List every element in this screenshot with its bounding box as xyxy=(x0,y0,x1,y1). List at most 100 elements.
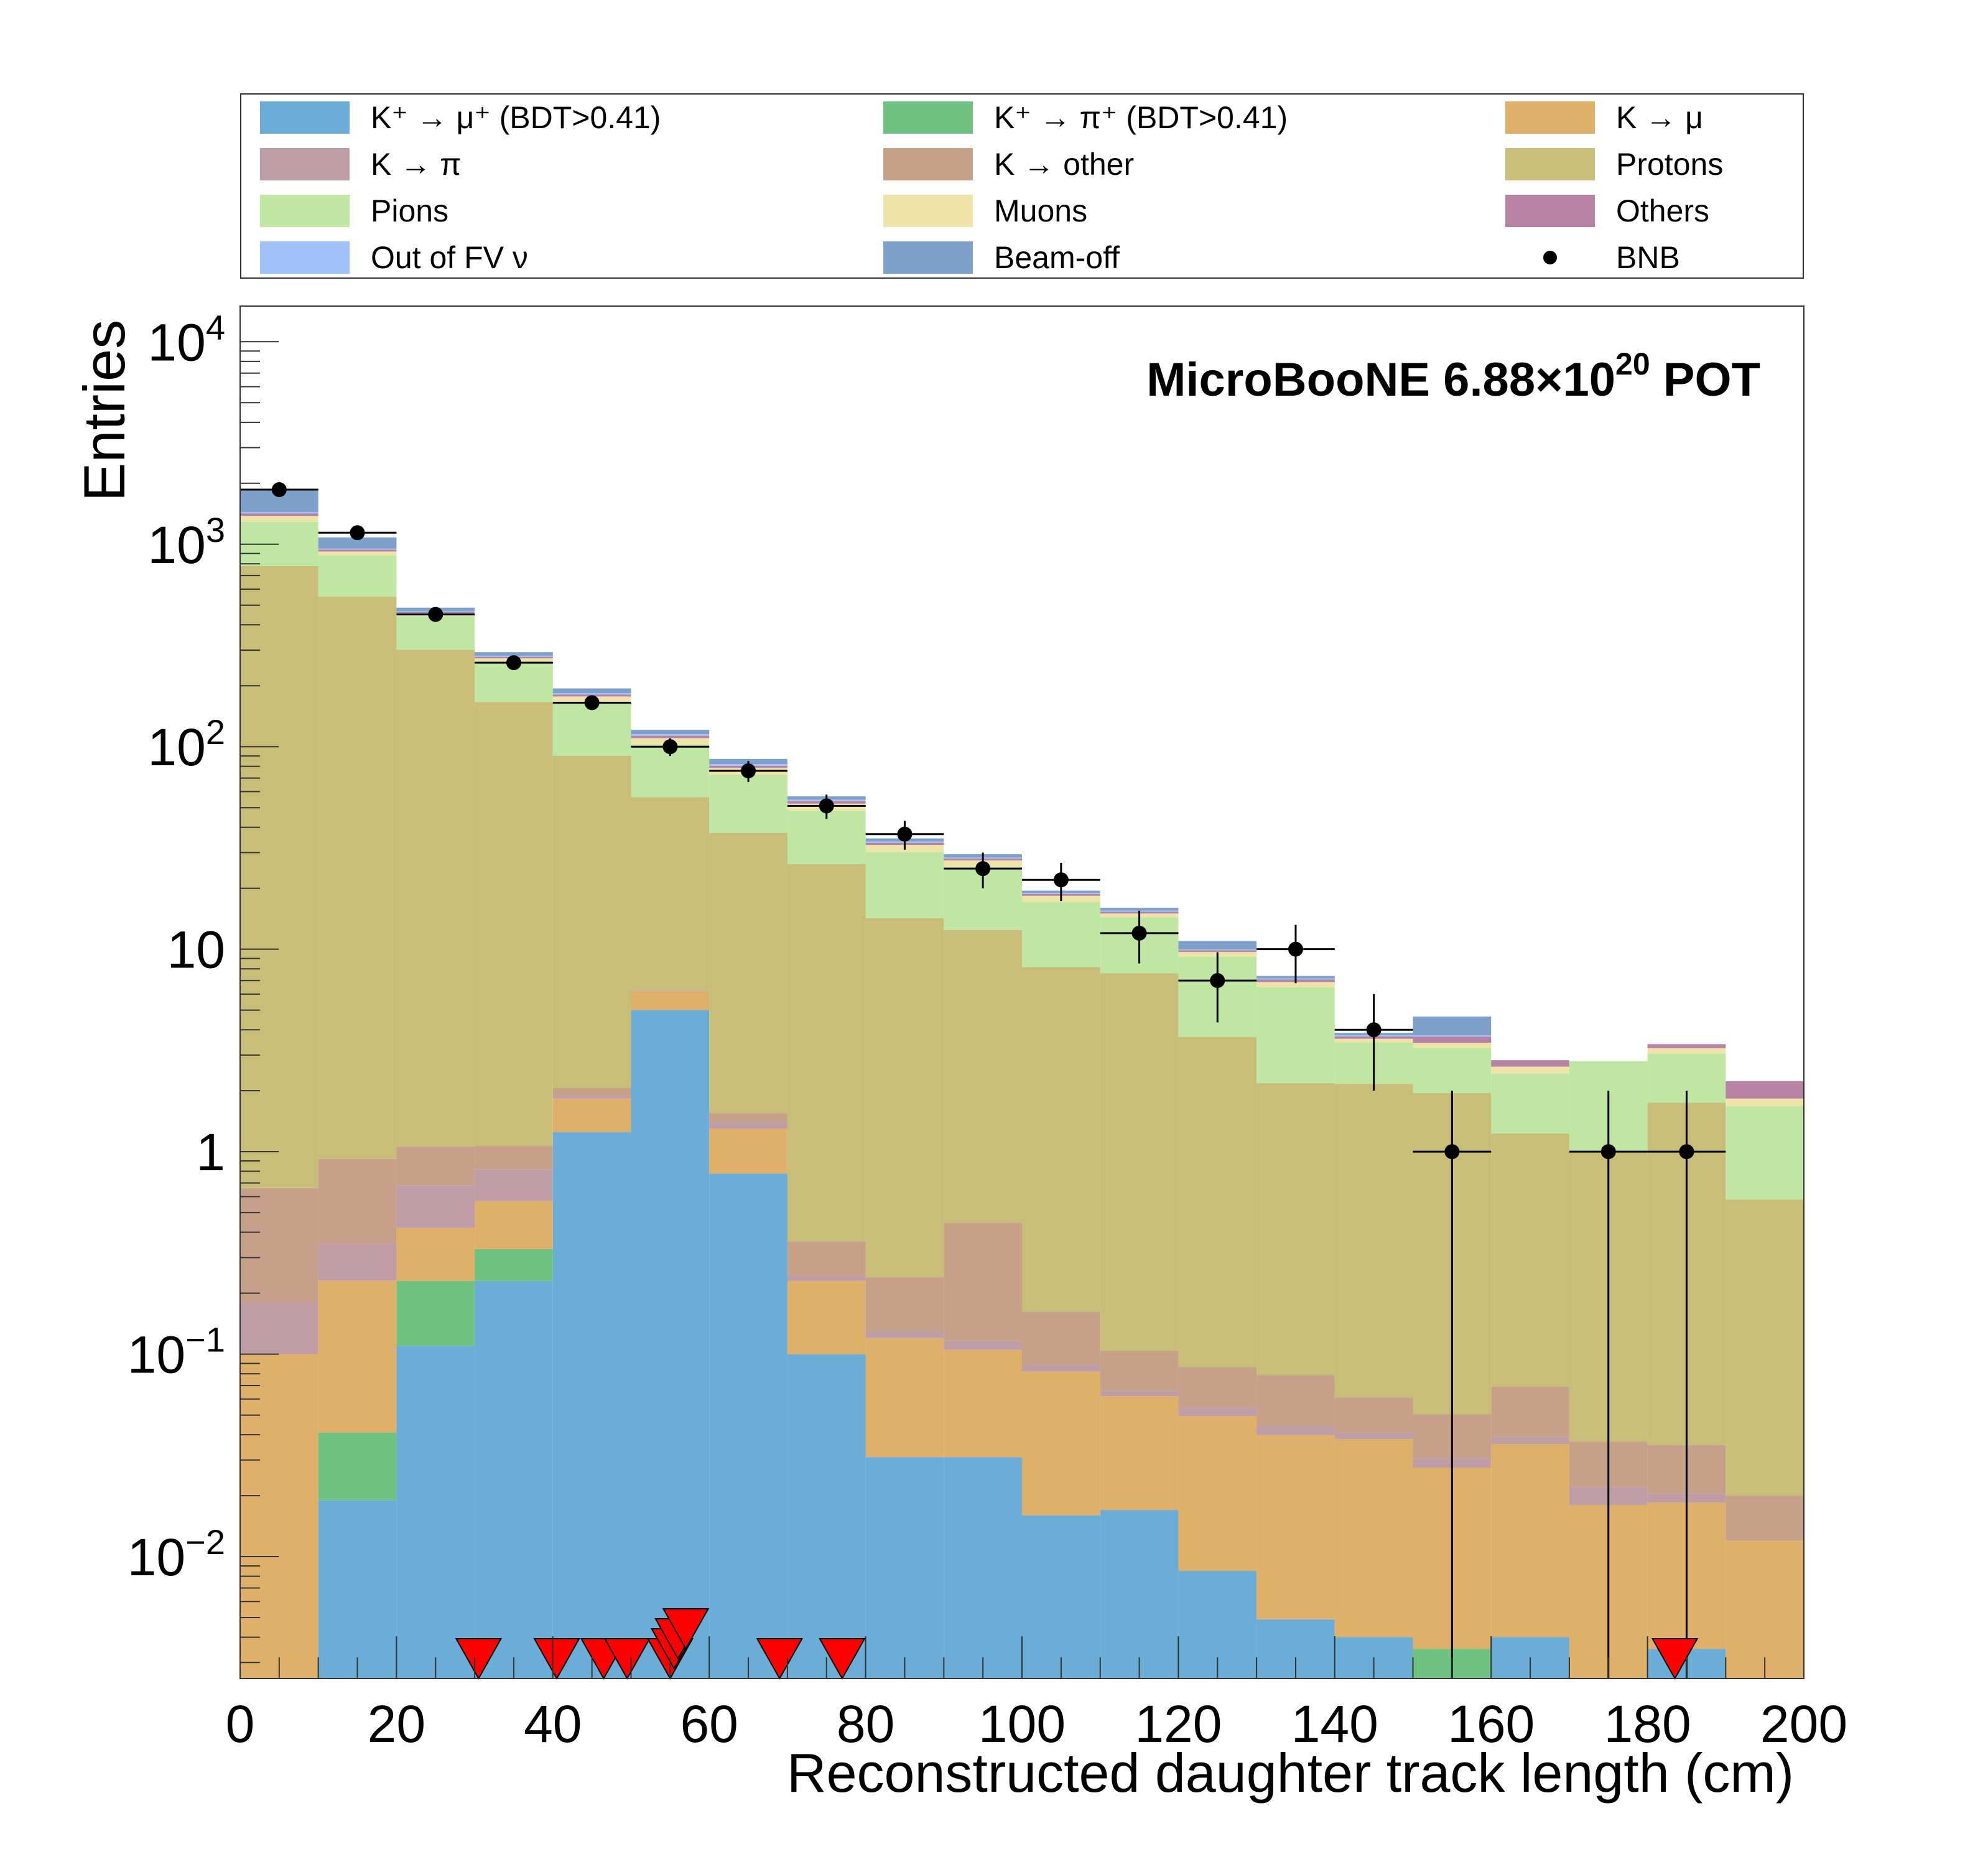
bnb-point xyxy=(584,695,600,710)
bnb-point xyxy=(819,798,834,814)
bar-segment-7 xyxy=(865,852,944,918)
bar-segment-5 xyxy=(1100,1351,1179,1391)
bar-segment-2 xyxy=(318,1432,397,1501)
bar-segment-3 xyxy=(552,1098,631,1132)
legend-item: BNB xyxy=(1505,236,1680,279)
bnb-point xyxy=(662,739,678,755)
y-tick-label: 10−2 xyxy=(128,1522,225,1586)
bnb-point xyxy=(506,655,521,671)
bar-segment-3 xyxy=(787,1280,866,1354)
title-annotation: MicroBooNE 6.88×1020 POT xyxy=(1146,347,1760,406)
title-prefix: MicroBooNE 6.88×10 xyxy=(1146,353,1615,406)
bar-segment-7 xyxy=(1491,1073,1569,1134)
bar-segment-8 xyxy=(240,516,318,522)
y-tick-label: 102 xyxy=(147,712,225,776)
x-tick-label: 200 xyxy=(1760,1695,1847,1753)
bar-segment-9 xyxy=(1491,1060,1569,1067)
bar-segment-11 xyxy=(318,537,397,549)
signal-marker xyxy=(533,1638,580,1680)
bar-segment-5 xyxy=(1334,1397,1413,1433)
legend-swatch xyxy=(1505,195,1595,227)
bar-segment-3 xyxy=(631,991,710,1010)
bnb-point xyxy=(428,607,444,622)
bar-segment-6 xyxy=(552,756,631,1088)
bar-segment-5 xyxy=(475,1145,553,1170)
bar-segment-11 xyxy=(552,688,631,693)
legend-item: K → μ xyxy=(1505,96,1703,139)
bar-segment-6 xyxy=(865,918,944,1277)
title-exponent: 20 xyxy=(1615,347,1650,381)
legend-swatch xyxy=(260,101,350,134)
bar-segment-5 xyxy=(240,1188,318,1303)
bar-segment-4 xyxy=(787,1275,866,1281)
bar-segment-11 xyxy=(1100,908,1179,911)
legend-swatch xyxy=(883,241,973,274)
bar-segment-9 xyxy=(1178,950,1257,952)
bnb-point xyxy=(1600,1144,1616,1160)
bar-segment-5 xyxy=(865,1277,944,1331)
signal-marker xyxy=(662,1608,710,1651)
legend-label: Pions xyxy=(371,193,449,228)
bar-segment-6 xyxy=(240,566,318,1188)
bar-segment-6 xyxy=(787,864,866,1242)
y-tick-mantissa: 10 xyxy=(167,921,225,979)
x-axis: 0 20 40 60 80 100 120 140 160 180 200 xyxy=(226,1636,1847,1753)
bar-segment-8 xyxy=(318,551,397,556)
bar-segment-4 xyxy=(1491,1437,1569,1445)
bar-segment-6 xyxy=(318,597,397,1159)
bar-segment-8 xyxy=(1256,982,1335,988)
bar-segment-6 xyxy=(1178,1036,1257,1367)
bar-segment-5 xyxy=(1726,1496,1804,1541)
bar-segment-1 xyxy=(865,1457,944,1679)
bar-segment-10 xyxy=(1413,1035,1492,1037)
stacked-histogram xyxy=(240,488,1804,1679)
bnb-point xyxy=(271,482,287,498)
bnb-point xyxy=(897,826,913,842)
bar-segment-7 xyxy=(787,810,866,864)
bar-segment-6 xyxy=(944,929,1022,1223)
bar-segment-9 xyxy=(240,513,318,516)
y-tick-label: 1 xyxy=(196,1123,225,1181)
bar-segment-6 xyxy=(1491,1133,1569,1387)
bar-segment-2 xyxy=(475,1249,553,1281)
bar-segment-4 xyxy=(1256,1426,1335,1435)
legend-swatch xyxy=(1505,148,1595,180)
bar-segment-2 xyxy=(396,1280,475,1346)
y-tick-exponent: 2 xyxy=(206,712,225,752)
legend-swatch xyxy=(260,148,350,180)
x-tick-label: 80 xyxy=(837,1695,894,1753)
bar-segment-9 xyxy=(1726,1081,1804,1099)
y-tick-exponent: 3 xyxy=(206,510,225,549)
bar-segment-3 xyxy=(865,1338,944,1458)
x-tick-label: 140 xyxy=(1291,1695,1378,1753)
bar-segment-4 xyxy=(944,1341,1022,1350)
bar-segment-3 xyxy=(944,1349,1022,1458)
bnb-point xyxy=(975,861,991,877)
bar-segment-7 xyxy=(552,702,631,757)
bar-segment-5 xyxy=(396,1146,475,1186)
bar-segment-1 xyxy=(318,1500,397,1679)
legend-item: Pions xyxy=(260,189,448,233)
bar-segment-1 xyxy=(552,1132,631,1679)
bar-segment-4 xyxy=(1178,1407,1257,1416)
y-tick-label: 103 xyxy=(147,510,225,574)
legend-label: K⁺ → π⁺ (BDT>0.41) xyxy=(994,100,1288,135)
y-tick-mantissa: 1 xyxy=(196,1123,225,1181)
signal-triangle-markers xyxy=(455,1608,1699,1680)
bar-segment-9 xyxy=(1647,1044,1726,1048)
bar-segment-6 xyxy=(1256,1083,1335,1376)
bar-segment-9 xyxy=(318,549,397,552)
bar-segment-3 xyxy=(1178,1415,1257,1572)
bar-segment-9 xyxy=(1413,1036,1492,1043)
bar-segment-5 xyxy=(552,1088,631,1096)
bar-segment-7 xyxy=(1413,1048,1492,1093)
bar-segment-6 xyxy=(631,797,710,990)
signal-marker xyxy=(603,1638,651,1680)
bar-segment-3 xyxy=(1100,1396,1179,1511)
legend-item: Protons xyxy=(1505,142,1723,186)
bar-segment-9 xyxy=(631,735,710,738)
bnb-point xyxy=(1679,1144,1694,1160)
bar-segment-6 xyxy=(475,702,553,1146)
bar-segment-5 xyxy=(1491,1387,1569,1437)
bar-segment-4 xyxy=(552,1096,631,1099)
